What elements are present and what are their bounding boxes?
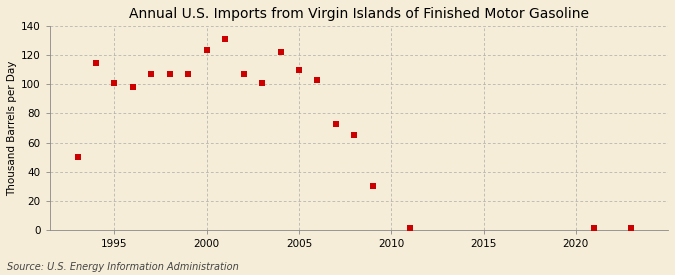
Point: [275, 50, 286, 55]
Point: [165, 72, 176, 76]
Point: [90, 60, 101, 65]
Point: [109, 81, 120, 85]
Point: [72, 155, 83, 159]
Point: [367, 184, 378, 188]
Point: [146, 72, 157, 76]
Point: [220, 37, 231, 42]
Point: [589, 226, 599, 230]
Point: [331, 122, 342, 126]
Point: [349, 133, 360, 138]
Point: [256, 81, 267, 85]
Title: Annual U.S. Imports from Virgin Islands of Finished Motor Gasoline: Annual U.S. Imports from Virgin Islands …: [129, 7, 589, 21]
Point: [294, 68, 304, 72]
Point: [128, 85, 138, 90]
Text: Source: U.S. Energy Information Administration: Source: U.S. Energy Information Administ…: [7, 262, 238, 272]
Point: [404, 226, 415, 230]
Point: [626, 226, 637, 230]
Point: [312, 78, 323, 82]
Point: [183, 72, 194, 76]
Y-axis label: Thousand Barrels per Day: Thousand Barrels per Day: [7, 60, 17, 196]
Point: [201, 47, 212, 52]
Point: [238, 72, 249, 76]
